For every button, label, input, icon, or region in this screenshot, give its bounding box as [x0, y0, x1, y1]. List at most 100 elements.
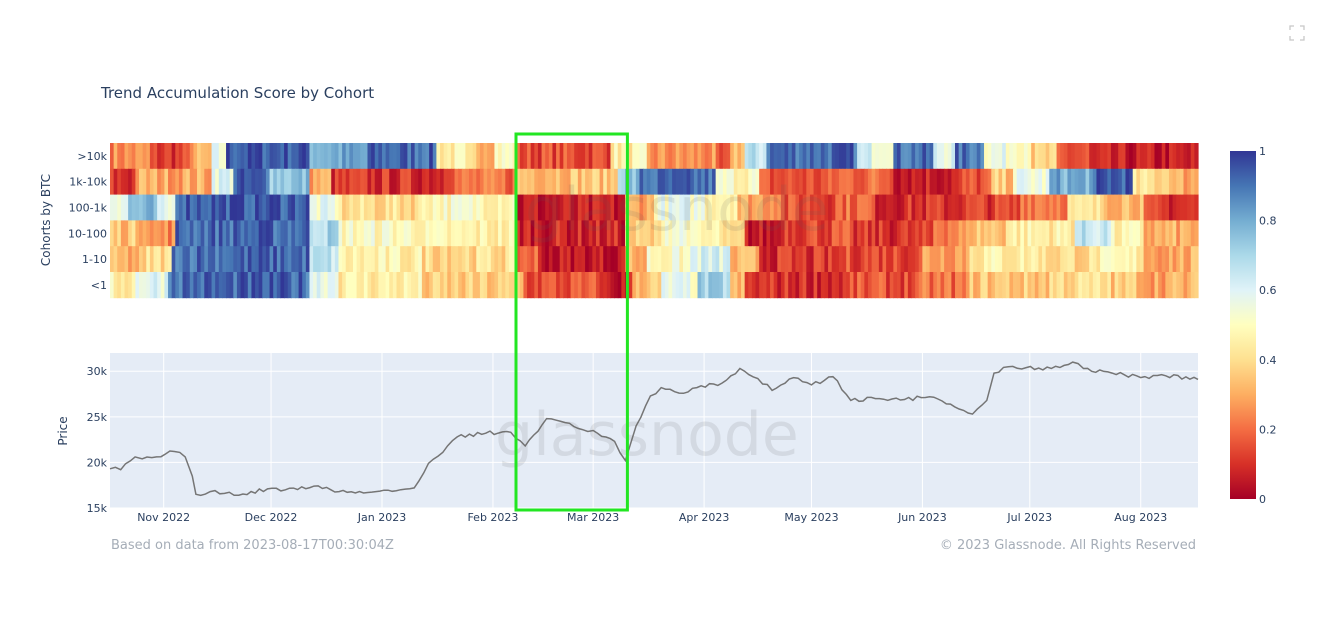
heatmap-cell [940, 272, 945, 299]
heatmap-cell [860, 168, 865, 195]
heatmap-cell [570, 272, 575, 299]
heatmap-cell [483, 168, 488, 195]
heatmap-cell [429, 272, 434, 299]
heatmap-cell [1002, 246, 1007, 273]
heatmap-row-label: <1 [91, 279, 107, 292]
heatmap-cell [298, 272, 303, 299]
heatmap-cell [1096, 168, 1101, 195]
heatmap-cell [915, 143, 920, 170]
heatmap-cell [273, 143, 278, 170]
heatmap-cell [142, 220, 147, 247]
heatmap-cell [748, 220, 753, 247]
heatmap-cell [744, 143, 749, 170]
heatmap-cell [704, 272, 709, 299]
heatmap-cell [1172, 194, 1177, 221]
heatmap-cell [1121, 168, 1127, 195]
heatmap-cell [1002, 272, 1007, 299]
heatmap-cell [258, 246, 263, 273]
heatmap-cell [679, 194, 684, 221]
heatmap-cell [1118, 246, 1123, 273]
heatmap-cell [980, 220, 985, 247]
heatmap-cell [976, 220, 981, 247]
heatmap-cell [534, 220, 539, 247]
heatmap-cell [327, 168, 332, 195]
heatmap-cell [226, 168, 231, 195]
heatmap-cell [436, 168, 441, 195]
heatmap-cell [1081, 143, 1087, 170]
heatmap-cell [396, 220, 401, 247]
heatmap-cell [447, 220, 452, 247]
fullscreen-icon[interactable] [1288, 24, 1306, 42]
heatmap-cell [1110, 246, 1116, 273]
heatmap-cell [741, 168, 746, 195]
heatmap-cell [204, 246, 209, 273]
heatmap-cell [294, 220, 300, 247]
heatmap-cell [258, 220, 263, 247]
heatmap-cell [802, 220, 807, 247]
heatmap-cell [1020, 143, 1025, 170]
heatmap-cell [1071, 168, 1076, 195]
heatmap-cell [672, 272, 677, 299]
heatmap-cell [1125, 220, 1130, 247]
heatmap-cell [479, 272, 485, 299]
heatmap-cell [896, 246, 902, 273]
heatmap-cell [947, 272, 952, 299]
heatmap-cell [857, 194, 862, 221]
heatmap-cell [751, 246, 757, 273]
heatmap-cell [777, 194, 782, 221]
heatmap-cell [795, 168, 800, 195]
heatmap-cell [171, 220, 176, 247]
heatmap-cell [701, 194, 706, 221]
heatmap-cell [770, 246, 775, 273]
heatmap-cell [360, 143, 365, 170]
heatmap-cell [450, 246, 456, 273]
heatmap-cell [878, 246, 884, 273]
heatmap-cell [298, 143, 303, 170]
heatmap-cell [258, 194, 263, 221]
heatmap-cell [813, 246, 818, 273]
heatmap-cell [1063, 272, 1069, 299]
heatmap-cell [733, 143, 739, 170]
heatmap-cell [356, 246, 361, 273]
heatmap-cell [915, 168, 920, 195]
heatmap-cell [168, 168, 173, 195]
heatmap-cell [160, 272, 165, 299]
heatmap-cell [770, 272, 775, 299]
heatmap-cell [824, 272, 829, 299]
heatmap-cell [487, 168, 492, 195]
heatmap-cell [911, 194, 916, 221]
heatmap-cell [926, 272, 931, 299]
heatmap-cell [396, 272, 401, 299]
heatmap-cell [1002, 220, 1007, 247]
heatmap-cell [443, 272, 448, 299]
heatmap-cell [563, 246, 568, 273]
heatmap-cell [258, 143, 263, 170]
heatmap-cell [356, 220, 361, 247]
heatmap-cell [577, 194, 583, 221]
heatmap-cell [360, 168, 365, 195]
heatmap-cell [965, 168, 971, 195]
heatmap-cell [374, 143, 379, 170]
heatmap-cell [936, 143, 942, 170]
heatmap-cell [443, 143, 448, 170]
heatmap-cell [331, 246, 336, 273]
heatmap-cell [527, 143, 532, 170]
heatmap-cell [683, 272, 688, 299]
heatmap-cell [643, 272, 648, 299]
heatmap-cell [334, 246, 340, 273]
heatmap-cell [548, 272, 554, 299]
heatmap-cell [795, 246, 800, 273]
heatmap-cell [860, 194, 865, 221]
heatmap-cell [1056, 143, 1061, 170]
heatmap-cell [871, 246, 876, 273]
heatmap-cell [1060, 220, 1065, 247]
heatmap-cell [211, 194, 216, 221]
heatmap-cell [128, 272, 133, 299]
heatmap-cell [686, 246, 691, 273]
heatmap-cell [530, 168, 535, 195]
heatmap-cell [969, 143, 974, 170]
heatmap-cell [222, 168, 227, 195]
heatmap-cell [654, 143, 659, 170]
heatmap-cell [360, 272, 365, 299]
heatmap-cell [1049, 143, 1054, 170]
